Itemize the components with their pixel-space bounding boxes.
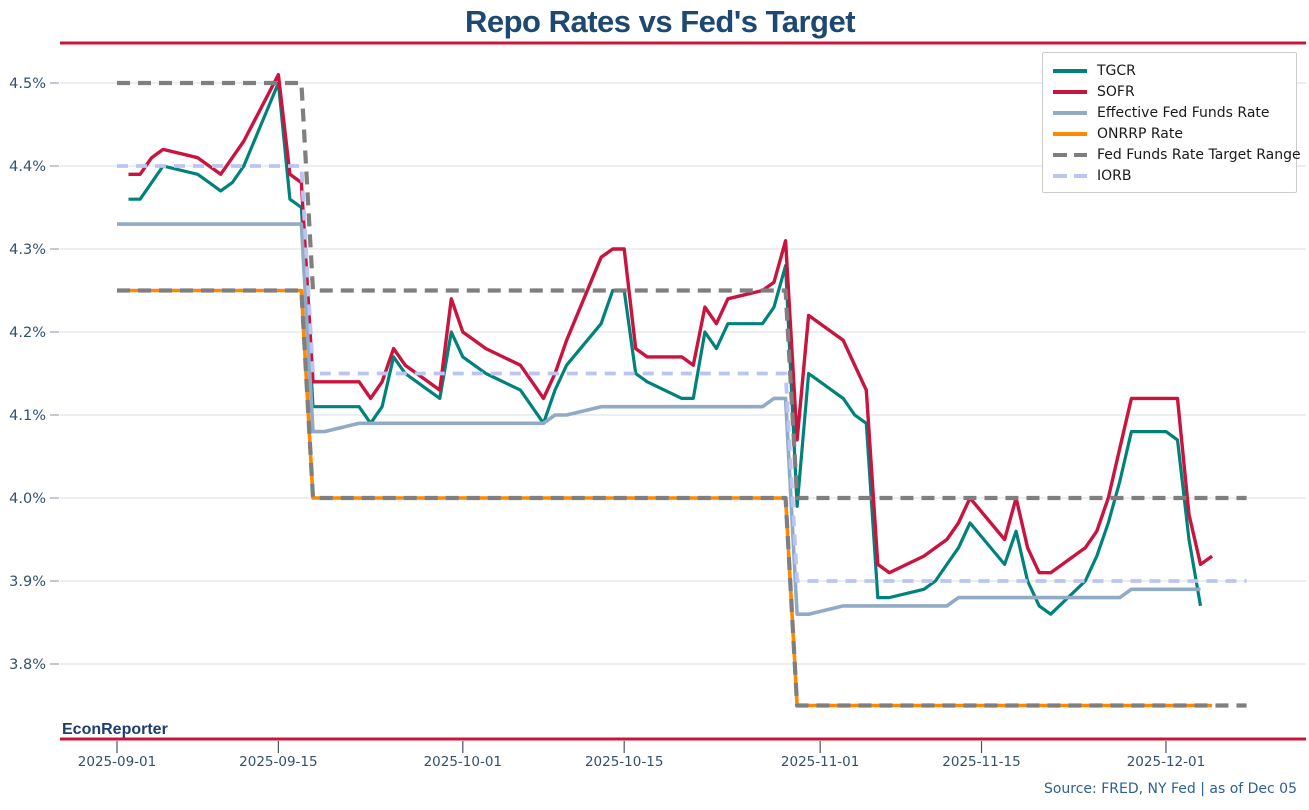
y-tick-label: 4.5%	[9, 76, 46, 92]
x-tick-label: 2025-11-01	[781, 754, 859, 770]
x-tick-label: 2025-12-01	[1127, 754, 1205, 770]
series-effective-fed-funds-rate	[117, 222, 1201, 617]
legend-label: SOFR	[1097, 83, 1135, 100]
y-tick-label: 3.9%	[9, 574, 46, 590]
x-tick-label: 2025-10-01	[424, 754, 502, 770]
chart-title: Repo Rates vs Fed's Target	[464, 4, 856, 39]
y-tick-label: 4.2%	[9, 325, 46, 341]
x-tick-label: 2025-10-15	[585, 754, 663, 770]
legend-label: TGCR	[1097, 62, 1136, 79]
legend-line-swatch	[1053, 68, 1087, 73]
legend-item-5: IORB	[1043, 165, 1296, 186]
y-tick-label: 4.1%	[9, 408, 46, 424]
y-tick-label: 4.4%	[9, 159, 46, 175]
y-tick-label: 4.3%	[9, 242, 46, 258]
legend-line-swatch	[1053, 89, 1087, 94]
series-fed-funds-target-lower	[117, 288, 1247, 708]
x-tick-label: 2025-09-15	[239, 754, 317, 770]
source-note: Source: FRED, NY Fed | as of Dec 05	[1043, 781, 1297, 797]
legend-item-1: SOFR	[1043, 81, 1296, 102]
legend-label: IORB	[1097, 167, 1132, 184]
legend-label: ONRRP Rate	[1097, 125, 1183, 142]
legend-dashed-line-swatch	[1053, 152, 1087, 157]
x-tick-label: 2025-11-15	[942, 754, 1020, 770]
watermark-econreporter: EconReporter	[62, 721, 168, 738]
y-tick-label: 3.8%	[9, 657, 46, 673]
legend-item-4: Fed Funds Rate Target Range	[1043, 144, 1301, 165]
legend-label: Effective Fed Funds Rate	[1097, 104, 1270, 121]
series-iorb	[117, 164, 1247, 583]
legend-line-swatch	[1053, 110, 1087, 115]
legend-label: Fed Funds Rate Target Range	[1097, 146, 1301, 163]
legend-item-2: Effective Fed Funds Rate	[1043, 102, 1296, 123]
x-tick-label: 2025-09-01	[78, 754, 156, 770]
legend-item-0: TGCR	[1043, 60, 1296, 81]
legend: TGCR SOFR Effective Fed Funds Rate ONRRP Ra…	[1042, 52, 1301, 193]
legend-line-swatch	[1053, 131, 1087, 136]
legend-dashed-line-swatch	[1053, 173, 1087, 178]
series-fed-funds-target-upper	[117, 80, 1247, 501]
legend-item-3: ONRRP Rate	[1043, 123, 1296, 144]
y-tick-label: 4.0%	[9, 491, 46, 507]
